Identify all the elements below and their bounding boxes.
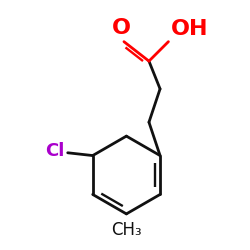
Text: OH: OH bbox=[171, 19, 209, 39]
Text: Cl: Cl bbox=[46, 142, 65, 160]
Text: CH₃: CH₃ bbox=[111, 221, 142, 239]
Text: O: O bbox=[112, 18, 131, 38]
